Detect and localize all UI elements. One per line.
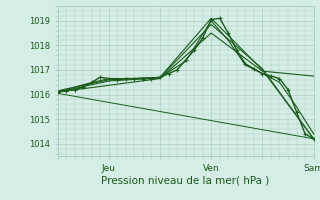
X-axis label: Pression niveau de la mer( hPa ): Pression niveau de la mer( hPa ) [101, 175, 270, 185]
